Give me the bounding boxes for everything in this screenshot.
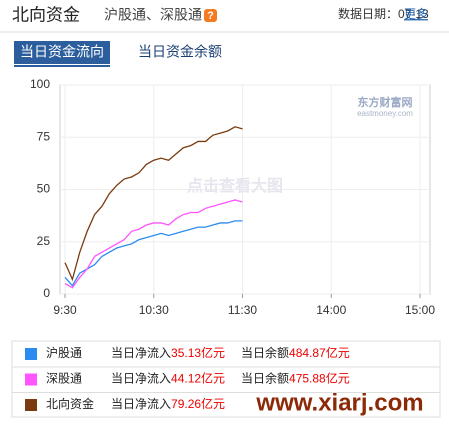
- legend-label: 北向资金: [46, 396, 94, 411]
- net-value: 35.13亿元: [171, 345, 225, 360]
- legend-label: 深股通: [46, 372, 82, 386]
- net-label: 当日净流入: [111, 372, 171, 386]
- line: [64, 220, 243, 287]
- net-inflow: 当日净流入79.26亿元: [111, 396, 225, 411]
- net-label: 当日净流入: [111, 346, 171, 360]
- balance: 当日余额484.87亿元: [241, 345, 350, 360]
- x-tick-label: 11:30: [228, 303, 257, 317]
- y-tick-label: 50: [37, 182, 51, 196]
- x-tick-label: 9:30: [53, 303, 77, 317]
- legend-swatch: [25, 348, 37, 360]
- line: [64, 126, 243, 282]
- y-tick-label: 75: [37, 129, 51, 143]
- net-inflow: 当日净流入35.13亿元: [111, 345, 225, 360]
- tab[interactable]: 当日资金流向: [20, 44, 104, 60]
- balance: 当日余额475.88亿元: [241, 371, 350, 386]
- net-value: 44.12亿元: [171, 371, 225, 386]
- y-tick-label: 100: [30, 77, 50, 91]
- net-inflow: 当日净流入44.12亿元: [111, 371, 225, 386]
- balance-value: 484.87亿元: [289, 345, 350, 360]
- watermark: 点击查看大图: [187, 176, 283, 195]
- help-icon[interactable]: [204, 9, 217, 22]
- line: [64, 199, 243, 289]
- y-tick-label: 0: [43, 286, 50, 300]
- active-tab[interactable]: [14, 41, 110, 64]
- x-tick-label: 15:00: [405, 303, 435, 317]
- more-link[interactable]: 更多: [404, 7, 428, 21]
- balance-label: 当日余额: [241, 345, 289, 360]
- tab[interactable]: 当日资金余额: [138, 44, 222, 60]
- watermark: eastmoney.com: [357, 109, 413, 118]
- net-label: 当日净流入: [111, 397, 171, 411]
- table-border: [11, 340, 441, 418]
- legend-swatch: [25, 399, 37, 411]
- watermark: 东方财富网: [358, 95, 413, 109]
- y-tick-label: 25: [37, 234, 51, 248]
- net-value: 79.26亿元: [171, 396, 225, 411]
- help-mark[interactable]: ?: [207, 10, 214, 22]
- x-tick-label: 14:00: [316, 303, 346, 317]
- title: 北向资金: [12, 5, 80, 24]
- legend-swatch: [25, 373, 37, 386]
- legend-label: 沪股通: [46, 346, 82, 360]
- balance-label: 当日余额: [241, 371, 289, 386]
- subtitle: 沪股通、深股通: [104, 7, 202, 23]
- x-tick-label: 10:30: [139, 303, 169, 317]
- watermark: www.xiarj.com: [255, 389, 423, 416]
- balance-value: 475.88亿元: [289, 371, 350, 386]
- date: 数据日期：07-13: [338, 6, 429, 21]
